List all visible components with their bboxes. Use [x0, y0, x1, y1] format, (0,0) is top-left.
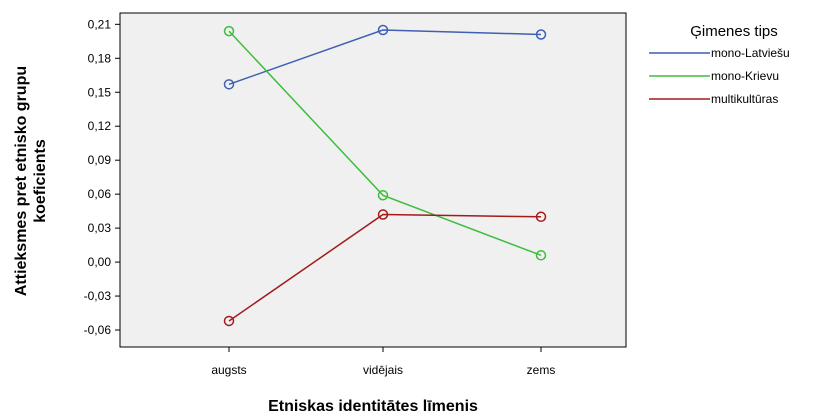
data-point: [377, 190, 389, 201]
y-axis-title-line-1: Attieksmes pret etnisko grupu: [13, 66, 30, 296]
series-line: [228, 213, 542, 322]
series-line: [228, 30, 542, 257]
y-tick-label: 0,18: [88, 51, 112, 65]
data-point: [377, 209, 389, 220]
plot-area: [119, 12, 627, 348]
legend-item: mono-Latviešu: [649, 46, 790, 60]
y-tick-label: 0,21: [88, 17, 112, 31]
data-point: [223, 25, 235, 37]
series-layer: [223, 24, 547, 327]
x-axis: augsts vidējais zems: [211, 347, 555, 377]
y-tick-label: -0,06: [84, 323, 112, 337]
data-point: [377, 24, 389, 36]
y-axis: 0,21 0,18 0,15 0,12 0,09 0,06 0,03 0,00 -0,03 -0,…: [84, 17, 120, 337]
y-tick-label: 0,09: [88, 153, 112, 167]
legend-label: mono-Krievu: [711, 69, 779, 83]
y-tick-label: 0,06: [88, 187, 112, 201]
legend-label: multikultūras: [711, 92, 778, 106]
y-tick-label: 0,03: [88, 221, 112, 235]
y-axis-title-line-2: koeficients: [32, 139, 49, 223]
y-tick-label: 0,15: [88, 85, 112, 99]
x-tick-label: vidējais: [363, 363, 403, 377]
data-point: [535, 250, 547, 261]
legend-label: mono-Latviešu: [711, 46, 790, 60]
y-axis-title: Attieksmes pret etnisko grupu koeficient…: [13, 66, 49, 296]
y-tick-label: 0,00: [88, 255, 112, 269]
legend-item: mono-Krievu: [649, 69, 779, 83]
x-axis-title: Etniskas identitātes līmenis: [268, 398, 478, 413]
series-line: [228, 29, 542, 86]
series-multikulturas: [223, 209, 547, 327]
x-tick-label: augsts: [211, 363, 246, 377]
data-point: [223, 315, 235, 327]
data-point: [535, 211, 547, 223]
y-tick-label: 0,12: [88, 119, 112, 133]
y-tick-label: -0,03: [84, 289, 112, 303]
legend-item: multikultūras: [649, 92, 778, 106]
data-point: [223, 79, 235, 90]
legend-title: Ģimenes tips: [690, 23, 778, 40]
series-mono-krievu: [223, 25, 547, 261]
series-mono-latviesu: [223, 24, 547, 90]
x-tick-label: zems: [527, 363, 556, 377]
data-point: [535, 29, 547, 40]
legend: Ģimenes tips mono-Latviešu mono-Krievu mul…: [649, 23, 790, 106]
